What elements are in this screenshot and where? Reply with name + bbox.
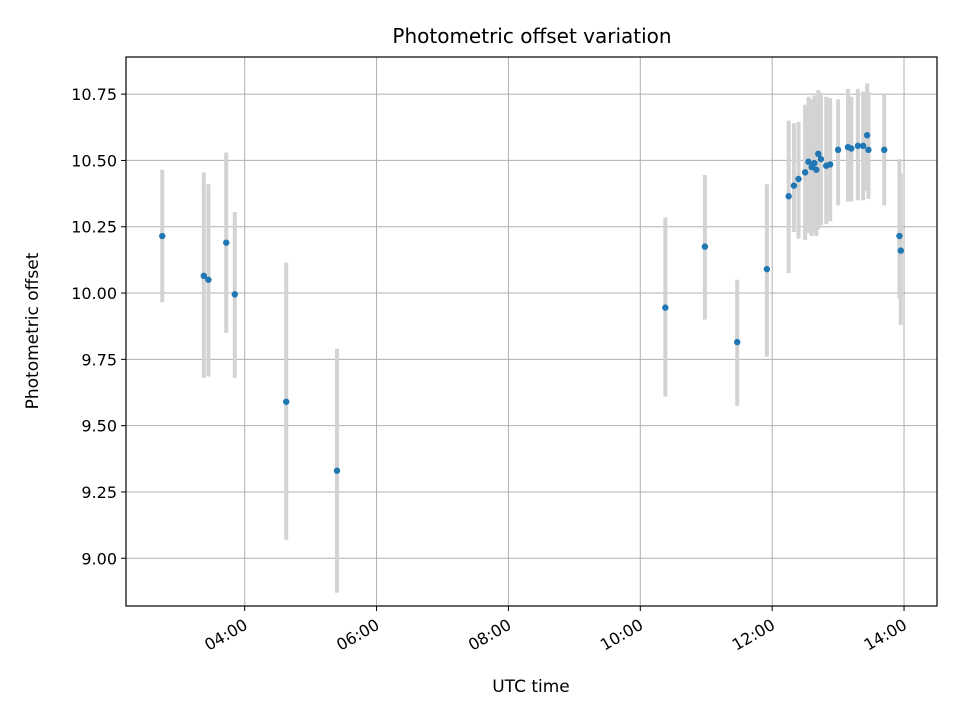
y-tick-label: 9.25: [81, 483, 117, 502]
y-tick-label: 9.00: [81, 549, 117, 568]
data-point: [159, 232, 166, 240]
x-axis-label: UTC time: [492, 677, 570, 697]
data-point: [333, 467, 341, 474]
data-points: [159, 132, 904, 474]
y-tick-label: 10.50: [71, 151, 117, 170]
data-point: [854, 142, 862, 150]
data-point: [859, 142, 867, 150]
y-axis-ticks: 9.00 9.25 9.50 9.75 10.00 10.25 10.50 10.75: [71, 85, 126, 568]
data-point: [805, 158, 812, 165]
data-point: [815, 150, 822, 158]
data-point: [662, 304, 669, 311]
data-point: [763, 265, 771, 273]
data-point: [231, 291, 238, 298]
y-tick-label: 10.75: [71, 85, 117, 104]
data-point: [283, 398, 290, 405]
data-point: [205, 276, 212, 283]
data-point: [785, 193, 792, 200]
data-point: [896, 232, 903, 240]
data-point: [801, 169, 809, 176]
y-tick-label: 9.75: [81, 350, 117, 369]
data-point: [734, 338, 741, 346]
y-tick-label: 10.25: [71, 218, 117, 237]
data-point: [826, 161, 834, 168]
data-point: [865, 146, 872, 154]
plot-frame: [125, 56, 938, 607]
chart-title: Photometric offset variation: [392, 24, 671, 48]
data-point: [811, 159, 818, 167]
data-point: [200, 272, 208, 280]
data-point: [881, 146, 888, 154]
y-tick-label: 9.50: [81, 417, 117, 436]
data-point: [701, 243, 709, 250]
data-point: [790, 182, 798, 189]
data-point: [813, 166, 820, 173]
data-point: [863, 132, 871, 139]
data-point: [848, 145, 855, 152]
data-point: [834, 146, 842, 154]
data-point: [223, 239, 230, 246]
grid-lines: [126, 57, 937, 606]
data-point: [897, 247, 904, 254]
y-tick-label: 10.00: [71, 284, 117, 303]
data-point: [795, 175, 802, 183]
data-point: [817, 155, 825, 163]
y-axis-label: Photometric offset: [23, 252, 43, 409]
